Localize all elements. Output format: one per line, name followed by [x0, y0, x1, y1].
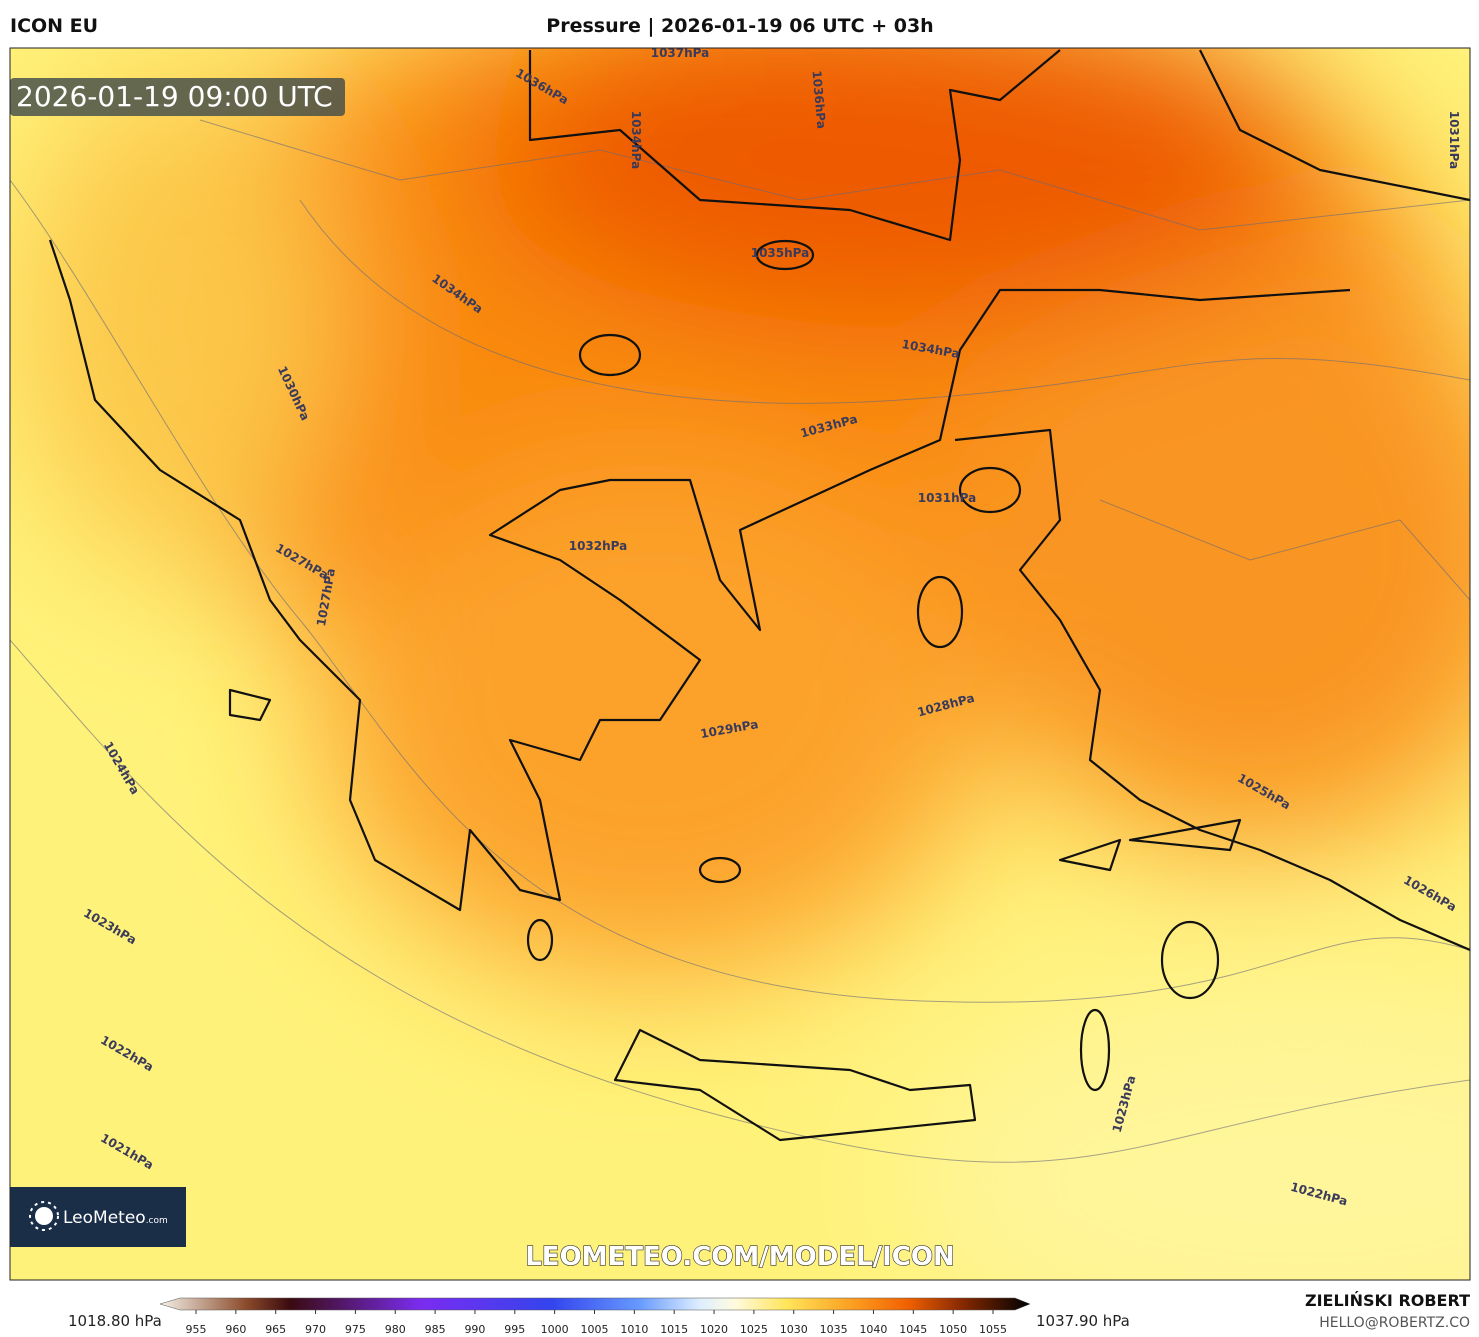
- contour-label: 1031hPa: [1447, 111, 1461, 170]
- colorbar-tick-label: 1050: [939, 1323, 967, 1336]
- colorbar: [159, 1297, 1031, 1311]
- time-box: [10, 78, 345, 116]
- contour-label: 1037hPa: [651, 46, 710, 60]
- colorbar-tick-label: 1040: [859, 1323, 887, 1336]
- logo-suffix: .com: [146, 1216, 168, 1226]
- contour-label: 1036hPa: [809, 70, 828, 130]
- logo-text: LeoMeteo.com: [63, 1208, 168, 1228]
- map-frame: [9, 47, 1471, 1281]
- colorbar-max: 1037.90 hPa: [1036, 1312, 1130, 1330]
- colorbar-tick-label: 1020: [700, 1323, 728, 1336]
- colorbar-tick-label: 975: [345, 1323, 366, 1336]
- colorbar-tick-label: 995: [504, 1323, 525, 1336]
- author: ZIELIŃSKI ROBERT: [1305, 1291, 1470, 1310]
- colorbar-ticks: 955 960 965 970 975 980 985 990 995 1000 1005 1010 1…: [186, 1310, 1007, 1336]
- colorbar-tick-label: 1030: [780, 1323, 808, 1336]
- logo-name: LeoMeteo: [63, 1208, 146, 1228]
- logo-sun: [35, 1207, 53, 1225]
- contour-label: 1032hPa: [569, 539, 628, 553]
- contour-label: 1034hPa: [629, 111, 643, 170]
- colorbar-tick-label: 1015: [660, 1323, 688, 1336]
- colorbar-tick-label: 955: [186, 1323, 207, 1336]
- model-name: ICON EU: [10, 15, 98, 37]
- colorbar-tick-label: 985: [425, 1323, 446, 1336]
- colorbar-min: 1018.80 hPa: [68, 1312, 162, 1330]
- colorbar-tick-label: 1000: [541, 1323, 569, 1336]
- colorbar-tick-label: 1025: [740, 1323, 768, 1336]
- colorbar-tick-label: 970: [305, 1323, 326, 1336]
- colorbar-tick-label: 1010: [620, 1323, 648, 1336]
- colorbar-tick-label: 980: [385, 1323, 406, 1336]
- colorbar-tick-label: 965: [265, 1323, 286, 1336]
- map-title: Pressure | 2026-01-19 06 UTC + 03h: [546, 15, 933, 37]
- logo-rays: [29, 1201, 59, 1231]
- contour-label: 1031hPa: [918, 491, 977, 505]
- colorbar-tick-label: 1005: [581, 1323, 609, 1336]
- colorbar-tick-label: 1035: [820, 1323, 848, 1336]
- colorbar-tick-label: 1055: [979, 1323, 1007, 1336]
- valid-time: 2026-01-19 09:00 UTC: [16, 80, 333, 113]
- colorbar-tick-label: 1045: [899, 1323, 927, 1336]
- watermark: LEOMETEO.COM/MODEL/ICON: [525, 1242, 955, 1272]
- contour-label: 1035hPa: [751, 246, 810, 260]
- email: HELLO@ROBERTZ.CO: [1319, 1315, 1470, 1331]
- colorbar-tick-label: 990: [464, 1323, 485, 1336]
- colorbar-tick-label: 960: [225, 1323, 246, 1336]
